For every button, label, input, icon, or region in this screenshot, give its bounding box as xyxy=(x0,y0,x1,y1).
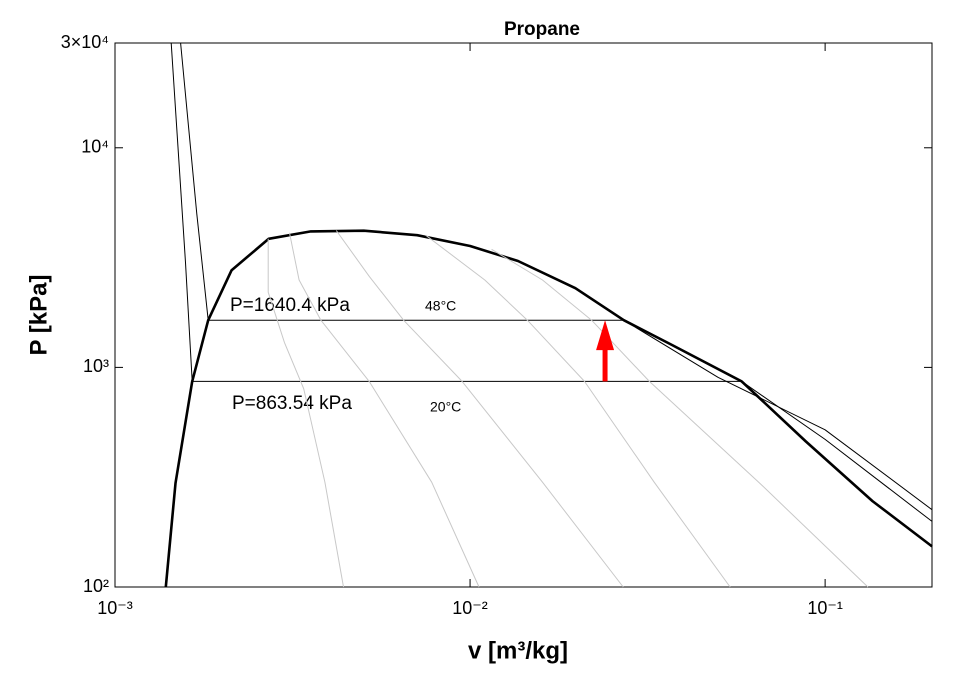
x-tick-label: 10⁻¹ xyxy=(807,598,843,618)
y-tick-label: 10³ xyxy=(83,356,109,376)
annotation: 48°C xyxy=(425,298,456,314)
curve xyxy=(180,42,933,511)
curve xyxy=(170,42,933,522)
x-axis-label: v [m³/kg] xyxy=(468,637,568,664)
annotation: P=863.54 kPa xyxy=(232,393,352,414)
curve xyxy=(335,230,624,588)
y-tick-label: 3×10⁴ xyxy=(61,32,109,52)
curve xyxy=(491,248,869,588)
chart-title: Propane xyxy=(504,19,580,40)
y-tick-label: 10⁴ xyxy=(81,137,109,157)
annotation: 20°C xyxy=(430,399,461,415)
curve xyxy=(425,234,731,588)
x-tick-label: 10⁻³ xyxy=(97,598,133,618)
arrow-head xyxy=(596,320,615,351)
x-tick-label: 10⁻² xyxy=(452,598,488,618)
saturation-dome xyxy=(164,229,933,588)
y-tick-label: 10² xyxy=(83,576,109,596)
curve xyxy=(267,238,344,588)
plot-frame xyxy=(114,42,933,588)
annotation: P=1640.4 kPa xyxy=(230,295,350,316)
y-axis-label: P [kPa] xyxy=(25,275,52,356)
curve xyxy=(289,232,480,588)
